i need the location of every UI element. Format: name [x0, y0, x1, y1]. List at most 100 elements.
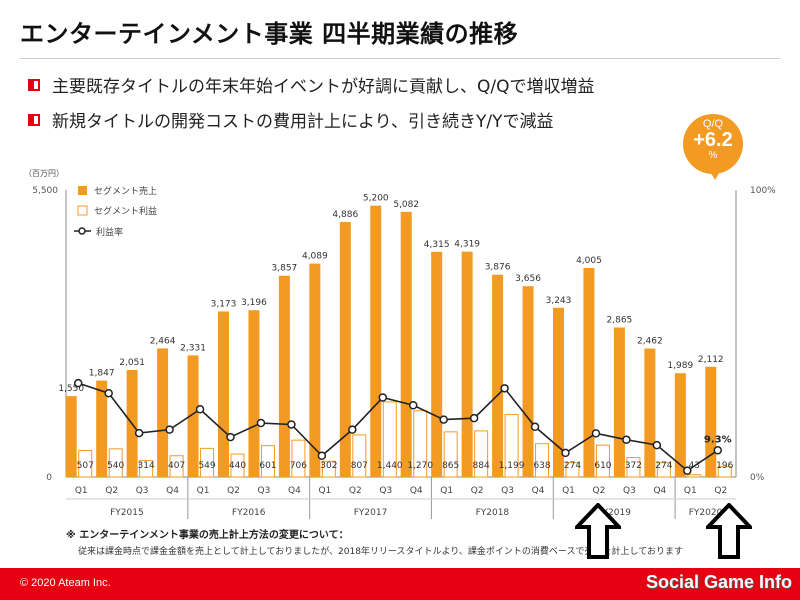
- profit-bar: [504, 413, 519, 478]
- profit-bar-label: 884: [473, 461, 490, 471]
- bullet-item: 新規タイトルの開発コストの費用計上により、引き続きY/Yで減益: [28, 107, 595, 132]
- profit-bar-label: 302: [320, 461, 337, 471]
- profit-bar-label: 706: [290, 461, 307, 471]
- sales-bar-label: 1,847: [89, 369, 115, 379]
- profit-bar-label: 601: [259, 461, 276, 471]
- note-title: ※ エンターテインメント事業の売上計上方法の変更について：: [66, 530, 349, 541]
- profit-bar: [139, 460, 154, 478]
- up-arrow-icon: [706, 503, 752, 559]
- profit-bar: [78, 450, 93, 478]
- margin-line: [77, 382, 719, 472]
- sales-bar: [400, 211, 412, 477]
- x-tick-label: Q1: [75, 486, 88, 496]
- sales-bar-label: 1,550: [58, 384, 84, 394]
- left-axis-tick-label: 0: [46, 473, 52, 483]
- title-divider: [20, 58, 780, 59]
- margin-point: [408, 401, 418, 410]
- profit-bar-label: 274: [655, 461, 672, 471]
- x-tick-label: Q2: [349, 486, 362, 496]
- sales-bar-label: 2,865: [607, 315, 633, 325]
- sales-bar-label: 3,857: [272, 264, 298, 274]
- legend-label: 利益率: [96, 226, 123, 238]
- profit-bar: [230, 453, 245, 478]
- profit-bar: [321, 460, 336, 478]
- legend-margin-marker: [78, 227, 86, 235]
- footer-bar: © 2020 Ateam Inc. Social Game Info: [0, 568, 800, 600]
- x-tick-label: Q4: [653, 486, 666, 496]
- margin-point: [104, 388, 113, 398]
- sales-bar: [492, 274, 504, 477]
- fiscal-year-label: FY2017: [354, 508, 388, 518]
- profit-bar-label: 407: [168, 461, 185, 471]
- margin-point: [195, 405, 205, 414]
- fiscal-year-label: FY2020: [689, 508, 723, 518]
- sales-bar: [431, 251, 443, 477]
- profit-bar-label: 1,440: [377, 461, 403, 471]
- x-tick-label: Q3: [379, 486, 392, 496]
- bullet-text: 主要既存タイトルの年末年始イベントが好調に貢献し、Q/Qで増収増益: [52, 77, 595, 97]
- margin-point: [591, 429, 601, 438]
- profit-bar-label: 1,270: [407, 461, 433, 471]
- legend-sales-swatch: [78, 186, 87, 195]
- sales-bar-label: 3,243: [546, 296, 572, 306]
- page-title: エンターテインメント事業 四半期業績の推移: [20, 20, 519, 48]
- bullet-item: 主要既存タイトルの年末年始イベントが好調に貢献し、Q/Qで増収増益: [28, 72, 595, 97]
- profit-bar-label: 1,199: [499, 461, 525, 471]
- sales-bar-label: 4,886: [332, 210, 358, 220]
- profit-bar-label: 549: [198, 461, 215, 471]
- left-axis-unit: （百万円）: [24, 169, 64, 178]
- sales-bar-label: 4,315: [424, 240, 450, 250]
- sales-bar-label: 2,462: [637, 337, 663, 347]
- sales-bar-label: 3,656: [515, 274, 541, 284]
- profit-bar: [413, 410, 428, 478]
- margin-point: [530, 422, 540, 432]
- profit-bar-label: 314: [138, 461, 155, 471]
- sales-bar: [309, 263, 321, 477]
- sales-bar-label: 5,082: [393, 200, 419, 210]
- sales-bar: [278, 275, 290, 477]
- profit-bar: [443, 431, 458, 478]
- sales-bar: [96, 380, 108, 477]
- profit-bar: [687, 474, 702, 478]
- x-tick-label: Q1: [562, 486, 575, 496]
- x-tick-label: Q3: [623, 486, 636, 496]
- qoq-badge: Q/Q +6.2 %: [683, 114, 743, 174]
- profit-bar: [108, 448, 123, 478]
- profit-bar-label: 372: [625, 461, 642, 471]
- profit-bar-label: 507: [77, 461, 94, 471]
- sales-bar-label: 5,200: [363, 194, 389, 204]
- profit-bar-label: 274: [564, 461, 581, 471]
- profit-bar: [474, 430, 489, 478]
- profit-bar-label: 610: [594, 461, 611, 471]
- sales-bar-label: 4,005: [576, 256, 602, 266]
- sales-bar-label: 3,876: [485, 263, 511, 273]
- sales-bar: [613, 327, 625, 477]
- qoq-badge-label: Q/Q: [702, 118, 724, 130]
- profit-bar: [200, 447, 215, 478]
- sales-bar: [644, 348, 656, 477]
- sales-bar-label: 1,989: [667, 361, 693, 371]
- margin-point: [713, 446, 723, 455]
- sales-bar: [339, 222, 351, 477]
- profit-bar: [382, 401, 397, 478]
- note-text: 従来は課金時点で課金金額を売上として計上しておりましたが、2018年リリースタイ…: [78, 547, 683, 557]
- profit-bar: [352, 434, 367, 478]
- bullet-text: 新規タイトルの開発コストの費用計上により、引き続きY/Yで減益: [52, 112, 554, 132]
- x-tick-label: Q2: [714, 486, 727, 496]
- profit-bar-label: 638: [533, 461, 550, 471]
- sales-bar: [583, 268, 595, 477]
- sales-bar: [522, 286, 534, 477]
- x-tick-label: Q2: [105, 486, 118, 496]
- margin-point: [287, 420, 296, 429]
- x-tick-label: Q3: [136, 486, 149, 496]
- profit-bar-label: 196: [716, 461, 733, 471]
- bullet-marker-icon: [28, 78, 40, 91]
- x-tick-label: Q3: [501, 486, 514, 496]
- sales-bar: [248, 310, 260, 477]
- margin-point: [683, 466, 692, 475]
- fiscal-year-label: FY2015: [110, 508, 144, 518]
- x-tick-label: Q4: [288, 486, 301, 496]
- sales-bar: [674, 373, 686, 477]
- right-axis-tick-label: 0%: [750, 473, 765, 483]
- right-axis-tick-label: 100%: [750, 186, 776, 196]
